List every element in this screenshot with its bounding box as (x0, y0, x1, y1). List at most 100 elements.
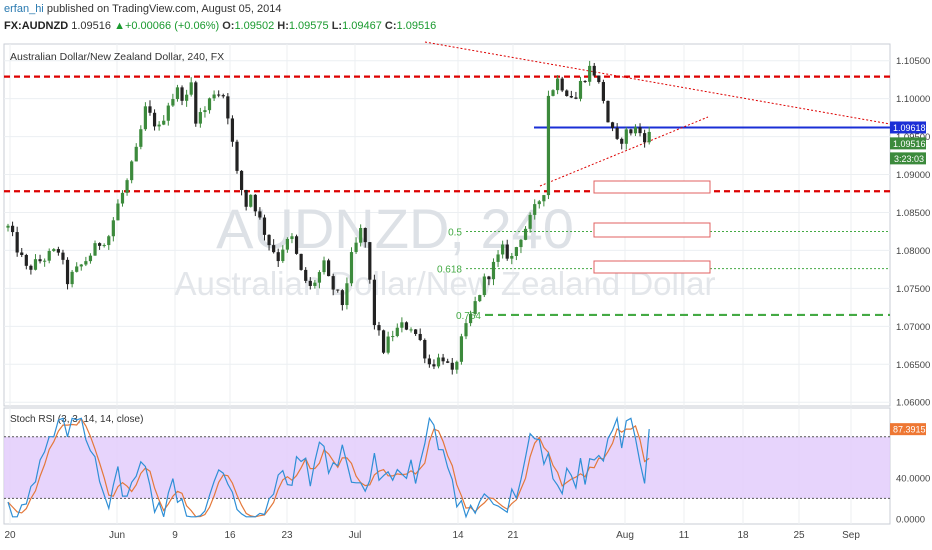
open-value: 1.09502 (234, 20, 275, 32)
candle-body (253, 194, 257, 212)
x-tick-label: 18 (737, 530, 749, 541)
candle-body (381, 330, 386, 353)
candle-body (372, 279, 376, 326)
candle-body (414, 329, 418, 334)
candle-body (175, 87, 180, 100)
candle-body (152, 112, 157, 127)
candle-body (38, 259, 42, 262)
candle-body (120, 192, 125, 204)
candle-body (166, 105, 170, 121)
candle-body (423, 339, 427, 359)
candle-body (647, 131, 651, 143)
candle-body (290, 236, 294, 239)
candle-body (528, 214, 532, 229)
fib-level-label: 0.618 (437, 265, 462, 276)
last-price-value: 1.09516 (893, 139, 926, 149)
candle-body (464, 323, 468, 337)
last-price: 1.09516 (71, 20, 111, 32)
candle-body (359, 228, 363, 243)
candle-body (272, 245, 276, 253)
candle-body (203, 110, 207, 113)
candle-body (354, 242, 358, 253)
author-link[interactable]: erfan_hi (4, 3, 44, 15)
x-tick-label: 20 (4, 530, 16, 541)
low-label: L: (331, 20, 343, 32)
candle-body (281, 249, 285, 262)
candle-body (276, 252, 280, 262)
candle-body (249, 194, 253, 207)
open-label: O: (222, 20, 235, 32)
price-chart[interactable]: 20 Jun 9 16 23 Jul 14 21 Aug 11 18 25 Sep 1.10500 1.10… (0, 40, 932, 550)
candle-body (157, 124, 161, 127)
candle-body (391, 336, 395, 338)
osc-value-tag (890, 423, 926, 436)
candle-body (130, 161, 134, 181)
price-panel (3, 43, 891, 407)
candle-body (239, 170, 244, 190)
target-box (593, 180, 711, 194)
candle-body (244, 189, 248, 207)
candle-body (432, 364, 436, 367)
candle-body (610, 122, 615, 128)
candle-body (569, 96, 573, 98)
candle-body (491, 261, 496, 280)
candle-body (551, 90, 555, 96)
candle-body (327, 260, 331, 277)
candle-body (537, 201, 541, 205)
candle-body (107, 236, 111, 246)
candle-body (336, 289, 340, 291)
candle-body (322, 260, 326, 273)
candle-body (455, 361, 459, 370)
publish-line: erfan_hi published on TradingView.com, A… (4, 3, 281, 15)
candle-body (574, 97, 578, 99)
high-label: H: (277, 20, 289, 32)
candle-body (230, 118, 235, 142)
candle-body (510, 255, 514, 259)
x-tick-label: 9 (172, 530, 178, 541)
candle-body (20, 252, 24, 255)
candle-body (162, 120, 166, 125)
candle-body (505, 244, 509, 259)
candle-body (111, 220, 115, 237)
candle-body (638, 127, 642, 134)
price-change: +0.00066 (+0.06%) (124, 20, 220, 32)
candle-body (409, 329, 413, 331)
candle-body (33, 259, 38, 270)
candle-body (304, 269, 308, 281)
osc-value: 87.3915 (893, 425, 926, 435)
y-tick-label: 1.10000 (896, 94, 930, 105)
candle-body (546, 95, 551, 196)
x-tick-label: 21 (507, 530, 519, 541)
candle-body (79, 264, 83, 267)
y-tick-label: 1.07500 (896, 284, 930, 295)
candle-body (368, 242, 372, 280)
candle-body (583, 80, 587, 82)
candle-body (148, 106, 152, 113)
candle-body (542, 195, 546, 202)
candle-body (400, 322, 404, 328)
candle-body (418, 333, 422, 340)
candle-body (258, 211, 262, 218)
symbol-label: FX:AUDNZD (4, 20, 69, 32)
x-tick-label: Jul (349, 530, 362, 541)
y-tick-label: 1.06000 (896, 398, 930, 409)
candle-body (226, 96, 230, 119)
candle-body (620, 138, 624, 144)
candle-body (93, 243, 97, 256)
candle-body (262, 217, 267, 235)
candle-body (52, 249, 56, 251)
downtrend-line (424, 41, 891, 125)
candle-body (235, 141, 239, 171)
y-tick-label: 1.08000 (896, 246, 930, 257)
candle-body (340, 290, 344, 306)
watermark-symbol: AUDNZD, 240 (216, 197, 574, 260)
x-tick-label: 14 (452, 530, 464, 541)
candle-body (65, 259, 70, 285)
candle-body (436, 357, 441, 367)
stoch-k-line (7, 415, 650, 519)
candle-body (363, 228, 367, 243)
candle-body (294, 236, 299, 254)
stoch-d-line (7, 417, 650, 518)
x-tick-label: 11 (679, 530, 690, 541)
x-tick-label: Aug (616, 530, 634, 541)
